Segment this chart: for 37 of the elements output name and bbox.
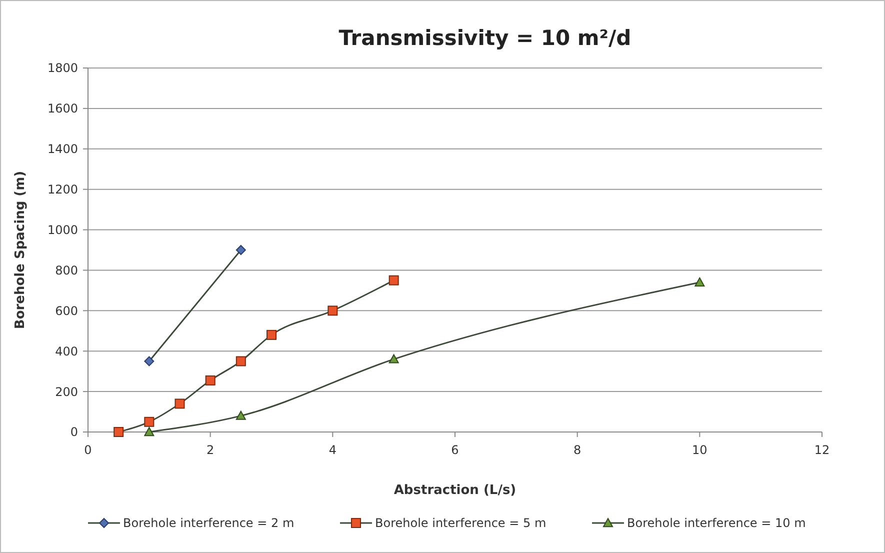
y-axis-title: Borehole Spacing (m)	[13, 170, 28, 330]
point	[388, 275, 399, 286]
point	[144, 427, 154, 436]
chart-title: Transmissivity = 10 m²/d	[338, 26, 632, 50]
point	[236, 356, 246, 366]
point	[328, 306, 338, 316]
point	[388, 354, 399, 364]
point	[236, 410, 246, 420]
y-tick-label: 200	[55, 384, 78, 399]
y-tick-label: 600	[55, 304, 78, 318]
y-tick-label: 1000	[47, 222, 78, 237]
x-tick-label: 0	[84, 443, 92, 457]
y-tick-label: 1600	[47, 102, 78, 116]
x-tick-label: 4	[328, 443, 336, 457]
point	[694, 277, 705, 286]
point	[205, 375, 216, 386]
y-tick-label: 800	[55, 263, 78, 278]
x-tick-label: 10	[692, 443, 708, 457]
point	[174, 398, 185, 409]
legend-label: Borehole interference = 2 m	[123, 516, 294, 530]
point	[236, 245, 246, 255]
y-tick-label: 1200	[47, 182, 78, 197]
y-tick-label: 1800	[47, 61, 78, 76]
x-tick-label: 2	[206, 443, 214, 457]
legend-label: Borehole interference = 10 m	[627, 516, 806, 530]
x-tick-label: 8	[574, 443, 582, 457]
y-tick-label: 1400	[47, 142, 78, 156]
point	[266, 330, 276, 340]
y-tick-label: 400	[55, 344, 78, 358]
point	[144, 356, 154, 366]
y-tick-label: 0	[70, 425, 78, 440]
x-tick-label: 12	[814, 443, 830, 457]
legend-label: Borehole interference = 5 m	[375, 516, 546, 530]
x-axis-title: Abstraction (L/s)	[394, 483, 516, 498]
x-tick-label: 6	[451, 443, 459, 457]
point	[144, 416, 154, 427]
point	[114, 427, 124, 437]
